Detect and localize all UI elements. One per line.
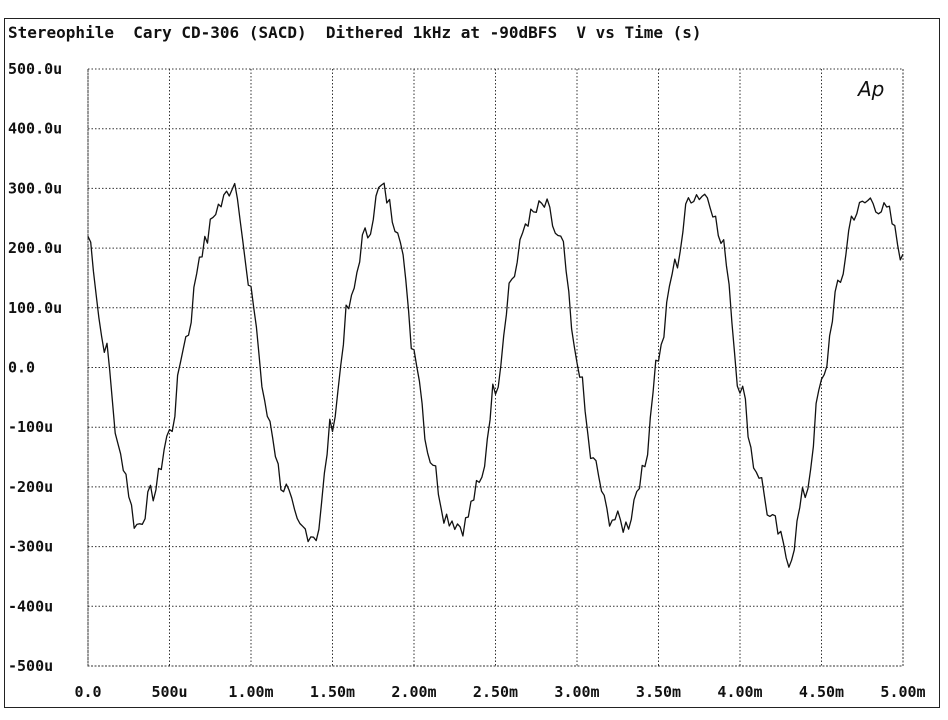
y-tick-label: -200u bbox=[8, 478, 53, 496]
y-tick-label: -400u bbox=[8, 597, 53, 615]
plot-border bbox=[87, 68, 904, 667]
x-tick-label: 1.00m bbox=[228, 683, 273, 701]
x-tick-label: 500u bbox=[151, 683, 187, 701]
x-tick-label: 5.00m bbox=[880, 683, 925, 701]
y-tick-label: 500.0u bbox=[8, 60, 62, 78]
y-tick-label: 400.0u bbox=[8, 120, 62, 138]
series-line-0 bbox=[87, 182, 904, 568]
chart-frame bbox=[4, 18, 940, 708]
grid bbox=[87, 68, 904, 667]
y-tick-label: 300.0u bbox=[8, 179, 62, 197]
x-tick-label: 0.0 bbox=[74, 683, 101, 701]
ap-logo: Ap bbox=[856, 77, 884, 101]
y-tick-label: 100.0u bbox=[8, 299, 62, 317]
chart-title: Stereophile Cary CD-306 (SACD) Dithered … bbox=[8, 23, 702, 42]
trace-layer bbox=[87, 182, 904, 568]
y-tick-label: -300u bbox=[8, 538, 53, 556]
y-tick-label: -500u bbox=[8, 657, 53, 675]
x-tick-label: 2.50m bbox=[473, 683, 518, 701]
tick-labels: 0.0 500u 1.00m 1.50m 2.00m 2.50m 3.00m 3.50m 4.0… bbox=[8, 60, 926, 701]
x-tick-label: 3.00m bbox=[554, 683, 599, 701]
x-tick-label: 4.50m bbox=[799, 683, 844, 701]
x-tick-label: 4.00m bbox=[717, 683, 762, 701]
y-tick-label: 0.0 bbox=[8, 359, 35, 377]
x-tick-label: 3.50m bbox=[636, 683, 681, 701]
y-tick-label: -100u bbox=[8, 418, 53, 436]
x-tick-label: 1.50m bbox=[310, 683, 355, 701]
x-tick-label: 2.00m bbox=[391, 683, 436, 701]
y-tick-label: 200.0u bbox=[8, 239, 62, 257]
